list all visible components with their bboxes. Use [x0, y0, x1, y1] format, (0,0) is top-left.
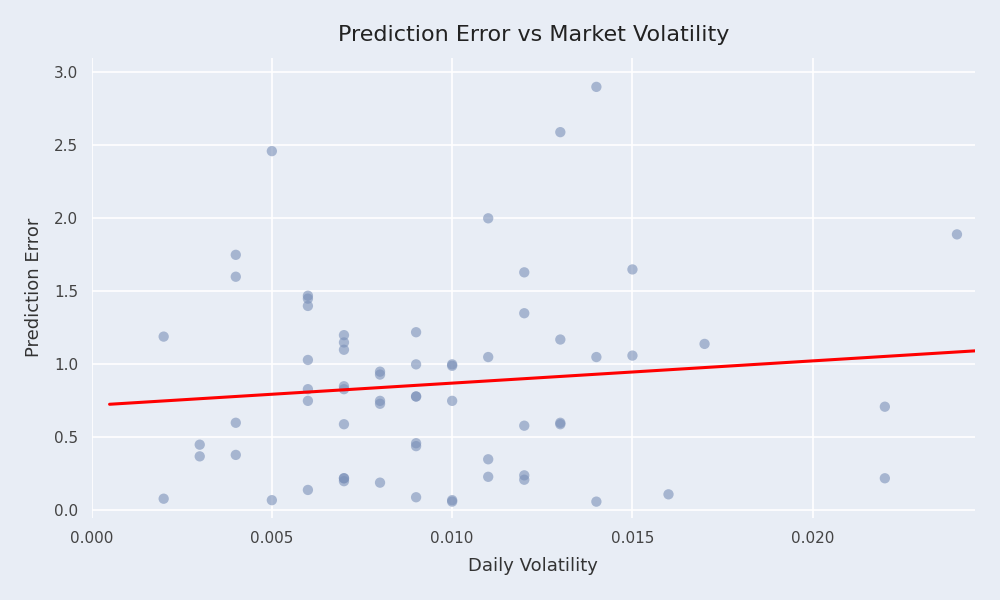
- Point: [516, 421, 532, 430]
- Point: [624, 265, 640, 274]
- Point: [264, 146, 280, 156]
- Point: [336, 473, 352, 483]
- Point: [660, 490, 676, 499]
- Point: [300, 355, 316, 365]
- Point: [336, 385, 352, 394]
- Y-axis label: Prediction Error: Prediction Error: [25, 218, 43, 358]
- Point: [552, 335, 568, 344]
- Point: [192, 452, 208, 461]
- Point: [372, 399, 388, 409]
- Point: [336, 382, 352, 391]
- Point: [516, 470, 532, 480]
- Point: [444, 359, 460, 369]
- Point: [480, 472, 496, 482]
- Point: [300, 291, 316, 301]
- Point: [588, 497, 604, 506]
- Point: [300, 385, 316, 394]
- Point: [480, 352, 496, 362]
- Point: [336, 473, 352, 483]
- Point: [372, 367, 388, 376]
- Point: [300, 485, 316, 495]
- Point: [444, 496, 460, 505]
- Point: [444, 396, 460, 406]
- Point: [408, 392, 424, 401]
- Point: [408, 442, 424, 451]
- Point: [156, 494, 172, 503]
- Point: [480, 454, 496, 464]
- Point: [588, 352, 604, 362]
- Point: [228, 418, 244, 428]
- Point: [877, 402, 893, 412]
- Point: [228, 272, 244, 281]
- Point: [624, 351, 640, 361]
- Point: [228, 250, 244, 260]
- Title: Prediction Error vs Market Volatility: Prediction Error vs Market Volatility: [338, 25, 729, 45]
- Point: [336, 331, 352, 340]
- Point: [408, 439, 424, 448]
- Point: [516, 475, 532, 485]
- Point: [336, 338, 352, 347]
- Point: [372, 396, 388, 406]
- Point: [408, 392, 424, 401]
- Point: [192, 440, 208, 449]
- Point: [336, 345, 352, 355]
- Point: [300, 294, 316, 304]
- Point: [516, 308, 532, 318]
- Point: [228, 450, 244, 460]
- Point: [552, 419, 568, 429]
- Point: [372, 478, 388, 487]
- Point: [264, 496, 280, 505]
- Point: [516, 268, 532, 277]
- Point: [300, 396, 316, 406]
- Point: [552, 418, 568, 428]
- Point: [444, 497, 460, 506]
- Point: [156, 332, 172, 341]
- Point: [877, 473, 893, 483]
- Point: [588, 82, 604, 92]
- Point: [336, 419, 352, 429]
- Point: [697, 339, 713, 349]
- Point: [408, 359, 424, 369]
- Point: [444, 361, 460, 371]
- X-axis label: Daily Volatility: Daily Volatility: [468, 557, 598, 575]
- Point: [480, 214, 496, 223]
- Point: [300, 301, 316, 311]
- Point: [552, 127, 568, 137]
- Point: [336, 476, 352, 486]
- Point: [949, 230, 965, 239]
- Point: [372, 370, 388, 379]
- Point: [408, 328, 424, 337]
- Point: [408, 493, 424, 502]
